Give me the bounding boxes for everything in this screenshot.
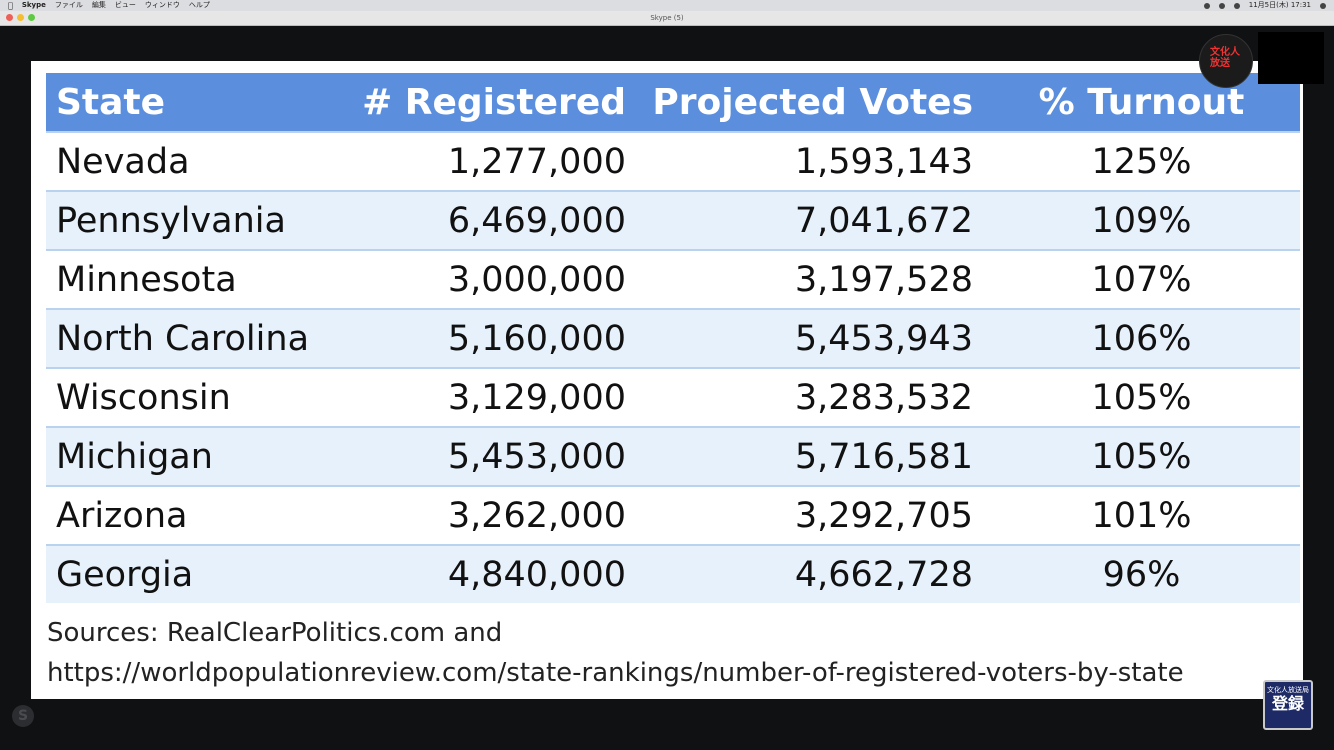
table-row: North Carolina 5,160,000 5,453,943 106% <box>46 308 1300 368</box>
channel-logo: 文化人放送 <box>1199 34 1253 88</box>
subscribe-badge[interactable]: 文化人放送局 登録 <box>1263 680 1313 730</box>
table-row: Michigan 5,453,000 5,716,581 105% <box>46 426 1300 486</box>
cell-turnout: 125% <box>983 131 1300 191</box>
cell-projected-votes: 7,041,672 <box>636 190 983 250</box>
cell-registered: 3,262,000 <box>346 485 636 545</box>
cell-projected-votes: 3,283,532 <box>636 367 983 427</box>
cell-registered: 6,469,000 <box>346 190 636 250</box>
header-registered: # Registered <box>346 73 636 132</box>
cell-turnout: 109% <box>983 190 1300 250</box>
close-window-button[interactable] <box>6 14 13 21</box>
wifi-icon[interactable] <box>1218 2 1225 9</box>
header-state: State <box>46 73 346 132</box>
cell-turnout: 105% <box>983 367 1300 427</box>
cell-registered: 3,000,000 <box>346 249 636 309</box>
menu-item-help[interactable]: ヘルプ <box>184 1 210 9</box>
cell-registered: 1,277,000 <box>346 131 636 191</box>
sources-note: Sources: RealClearPolitics.com and https… <box>47 613 1287 693</box>
header-projected-votes: Projected Votes <box>636 73 983 132</box>
menu-item-file[interactable]: ファイル <box>50 1 83 9</box>
skype-icon: S <box>12 705 34 727</box>
shared-slide: State # Registered Projected Votes % Tur… <box>31 61 1303 699</box>
zoom-window-button[interactable] <box>28 14 35 21</box>
apple-icon[interactable]:  <box>8 0 13 11</box>
cell-state: Pennsylvania <box>46 190 346 250</box>
cell-state: Arizona <box>46 485 346 545</box>
menu-item-window[interactable]: ウィンドウ <box>140 1 180 9</box>
cell-state: Nevada <box>46 131 346 191</box>
cell-registered: 5,453,000 <box>346 426 636 486</box>
table-row: Nevada 1,277,000 1,593,143 125% <box>46 131 1300 191</box>
subscribe-badge-label: 登録 <box>1271 694 1304 713</box>
table-row: Pennsylvania 6,469,000 7,041,672 109% <box>46 190 1300 250</box>
cell-turnout: 101% <box>983 485 1300 545</box>
menu-item-view[interactable]: ビュー <box>110 1 136 9</box>
table-header-row: State # Registered Projected Votes % Tur… <box>46 73 1300 132</box>
search-icon[interactable] <box>1320 2 1326 9</box>
cell-registered: 5,160,000 <box>346 308 636 368</box>
cell-turnout: 106% <box>983 308 1300 368</box>
skype-status-icon[interactable] <box>1203 2 1210 9</box>
subscribe-badge-channel: 文化人放送局 <box>1267 686 1309 694</box>
minimize-window-button[interactable] <box>17 14 24 21</box>
cell-turnout: 105% <box>983 426 1300 486</box>
cell-turnout: 96% <box>983 544 1300 603</box>
cell-state: Wisconsin <box>46 367 346 427</box>
cell-state: North Carolina <box>46 308 346 368</box>
window-title: Skype (5) <box>650 14 684 22</box>
table-row: Wisconsin 3,129,000 3,283,532 105% <box>46 367 1300 427</box>
sources-line-2: https://worldpopulationreview.com/state-… <box>47 658 1184 688</box>
cell-projected-votes: 5,453,943 <box>636 308 983 368</box>
cell-registered: 4,840,000 <box>346 544 636 603</box>
menu-app-name[interactable]: Skype <box>17 1 46 9</box>
cell-state: Michigan <box>46 426 346 486</box>
participant-video-tile[interactable] <box>1258 32 1324 84</box>
turnout-table: State # Registered Projected Votes % Tur… <box>46 73 1300 603</box>
cell-projected-votes: 3,292,705 <box>636 485 983 545</box>
cell-turnout: 107% <box>983 249 1300 309</box>
macos-menu-bar:  Skype ファイル 編集 ビュー ウィンドウ ヘルプ 11月5日(木) 1… <box>0 0 1334 11</box>
cell-state: Minnesota <box>46 249 346 309</box>
table-row: Georgia 4,840,000 4,662,728 96% <box>46 544 1300 603</box>
header-turnout: % Turnout <box>983 73 1300 132</box>
cell-state: Georgia <box>46 544 346 603</box>
menu-clock[interactable]: 11月5日(木) 17:31 <box>1248 1 1311 9</box>
window-title-bar: Skype (5) <box>0 11 1334 26</box>
cell-projected-votes: 5,716,581 <box>636 426 983 486</box>
table-row: Minnesota 3,000,000 3,197,528 107% <box>46 249 1300 309</box>
cell-projected-votes: 3,197,528 <box>636 249 983 309</box>
table-row: Arizona 3,262,000 3,292,705 101% <box>46 485 1300 545</box>
sources-line-1: Sources: RealClearPolitics.com and <box>47 618 503 648</box>
cell-projected-votes: 1,593,143 <box>636 131 983 191</box>
battery-icon[interactable] <box>1233 2 1240 9</box>
cell-registered: 3,129,000 <box>346 367 636 427</box>
channel-logo-text: 文化人放送 <box>1210 47 1240 69</box>
menu-item-edit[interactable]: 編集 <box>87 1 106 9</box>
cell-projected-votes: 4,662,728 <box>636 544 983 603</box>
